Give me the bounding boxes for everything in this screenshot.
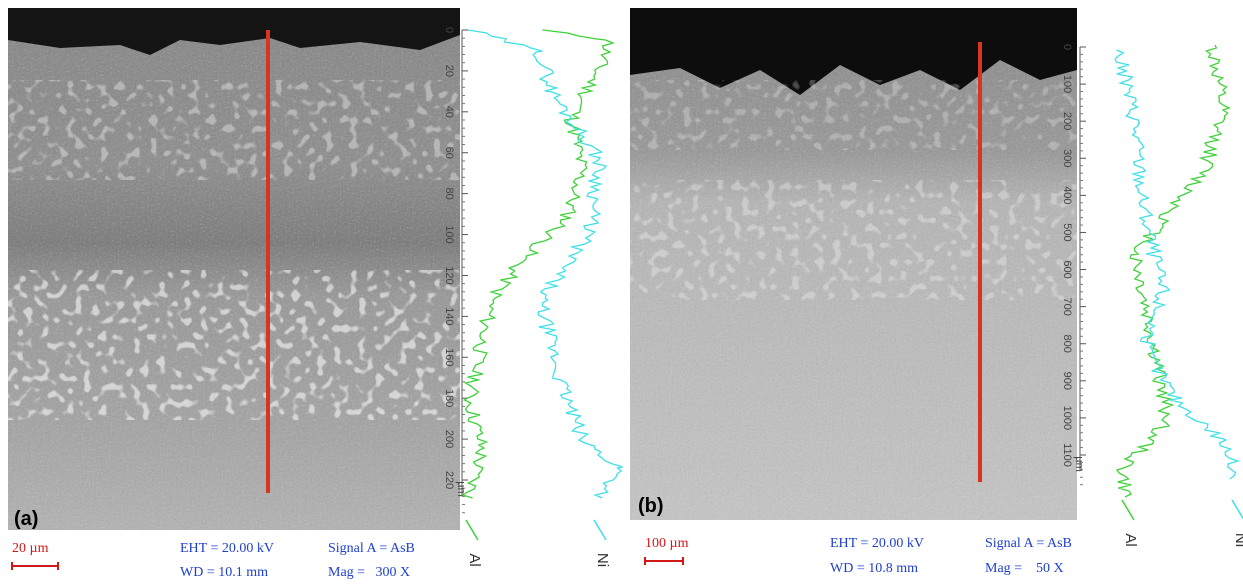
tick-label: 180 <box>443 389 455 407</box>
tick-label: 20 <box>443 65 455 77</box>
tick-label: 1100 <box>1061 443 1073 467</box>
legend-al: Al <box>1122 533 1139 546</box>
tick-label: 120 <box>443 266 455 284</box>
sem-image-b <box>630 8 1077 520</box>
legend-ni-swatch <box>593 519 607 541</box>
legend-ni: Ni <box>1232 533 1243 547</box>
tick-label: 1000 <box>1061 406 1073 430</box>
tick-label: 800 <box>1061 335 1073 353</box>
tick-label: 100 <box>443 225 455 243</box>
tick-label: 160 <box>443 348 455 366</box>
tick-label: 200 <box>1061 112 1073 130</box>
panel-label: (b) <box>638 495 664 517</box>
tick-label: 0 <box>1061 44 1073 50</box>
tick-label: 140 <box>443 307 455 325</box>
legend-ni-swatch <box>1231 499 1243 520</box>
mag: Mag = 50 X <box>985 561 1064 576</box>
tick-label: 0 <box>443 27 455 33</box>
axis-unit: µm <box>455 481 467 497</box>
tick-label: 80 <box>443 188 455 200</box>
axis-unit: µm <box>1073 456 1085 472</box>
legend-al-swatch <box>465 519 479 541</box>
wd: WD = 10.8 mm <box>830 561 918 576</box>
scale-bar <box>11 562 59 570</box>
scale-bar-label: 100 µm <box>645 536 689 551</box>
panel-label: (a) <box>14 508 38 530</box>
scale-bar <box>644 557 684 565</box>
wd: WD = 10.1 mm <box>180 565 268 580</box>
legend-ni: Ni <box>594 553 611 567</box>
tick-label: 400 <box>1061 186 1073 204</box>
tick-label: 700 <box>1061 297 1073 315</box>
al-profile <box>461 29 615 499</box>
tick-label: 60 <box>443 147 455 159</box>
eht: EHT = 20.00 kV <box>180 541 274 556</box>
ni-profile <box>1114 49 1241 480</box>
tick-label: 40 <box>443 106 455 118</box>
tick-label: 900 <box>1061 372 1073 390</box>
tick-label: 100 <box>1061 75 1073 93</box>
al-profile <box>1115 44 1231 498</box>
signal: Signal A = AsB <box>328 541 415 556</box>
tick-label: 500 <box>1061 223 1073 241</box>
tick-label: 600 <box>1061 260 1073 278</box>
legend-al: Al <box>466 553 483 566</box>
sem-image-a <box>8 8 460 530</box>
scale-bar-label: 20 µm <box>12 541 49 556</box>
tick-label: 200 <box>443 430 455 448</box>
ni-profile <box>467 29 623 499</box>
tick-label: 220 <box>443 471 455 489</box>
tick-label: 300 <box>1061 149 1073 167</box>
eht: EHT = 20.00 kV <box>830 536 924 551</box>
legend-al-swatch <box>1121 499 1135 521</box>
signal: Signal A = AsB <box>985 536 1072 551</box>
mag: Mag = 300 X <box>328 565 410 580</box>
